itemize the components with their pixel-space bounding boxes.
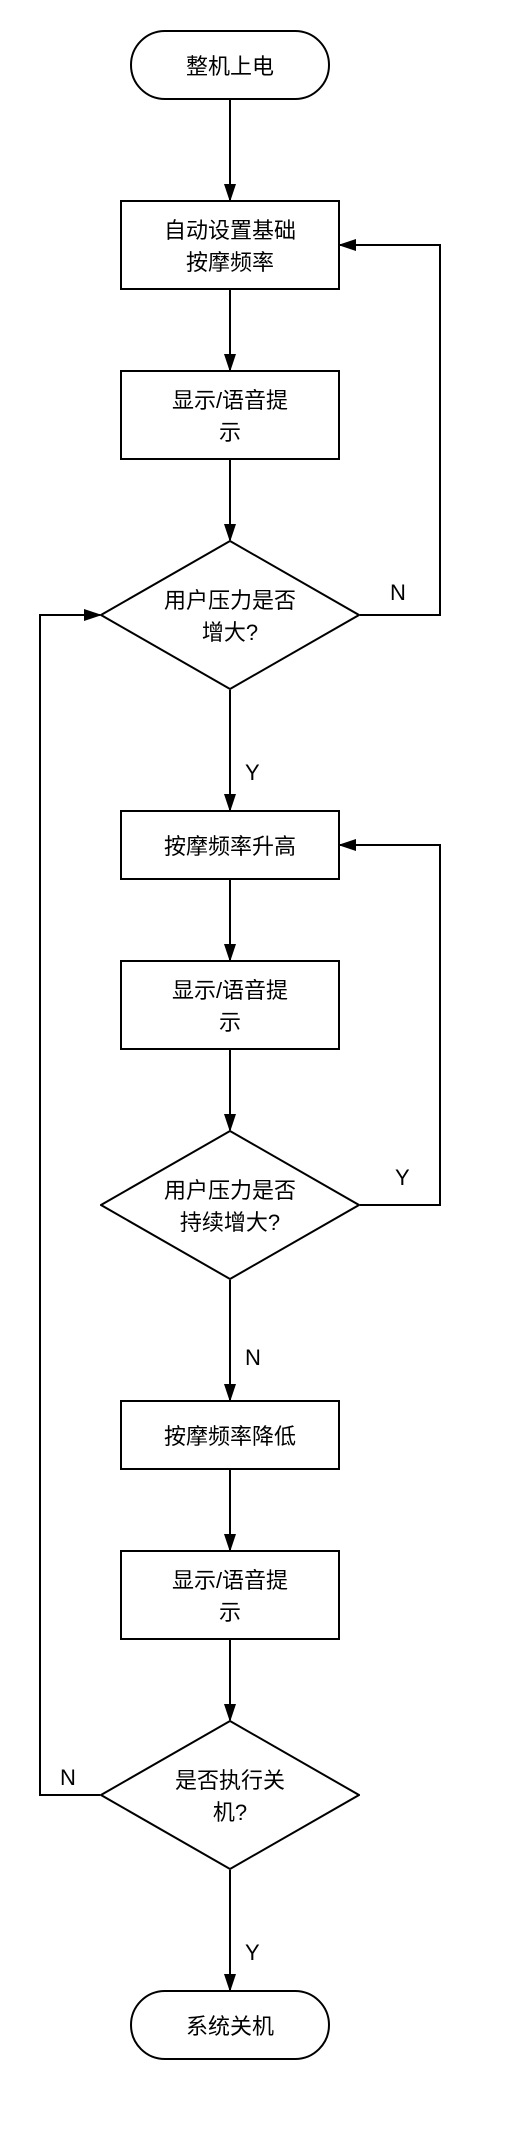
node-end: 系统关机: [130, 1990, 330, 2060]
node-p4: 显示/语音提 示: [120, 960, 340, 1050]
node-p2: 显示/语音提 示: [120, 370, 340, 460]
node-d2: 用户压力是否 持续增大?: [100, 1130, 360, 1280]
flowchart-canvas: YNNYYN整机上电自动设置基础 按摩频率显示/语音提 示用户压力是否 增大?按…: [20, 20, 509, 2123]
edge-d3-d1: [40, 615, 100, 1795]
node-label-d1: 用户压力是否 增大?: [100, 540, 360, 690]
node-p3: 按摩频率升高: [120, 810, 340, 880]
node-d3: 是否执行关 机?: [100, 1720, 360, 1870]
node-p6: 显示/语音提 示: [120, 1550, 340, 1640]
node-p1: 自动设置基础 按摩频率: [120, 200, 340, 290]
node-p5: 按摩频率降低: [120, 1400, 340, 1470]
node-start: 整机上电: [130, 30, 330, 100]
node-label-d3: 是否执行关 机?: [100, 1720, 360, 1870]
node-d1: 用户压力是否 增大?: [100, 540, 360, 690]
node-label-d2: 用户压力是否 持续增大?: [100, 1130, 360, 1280]
